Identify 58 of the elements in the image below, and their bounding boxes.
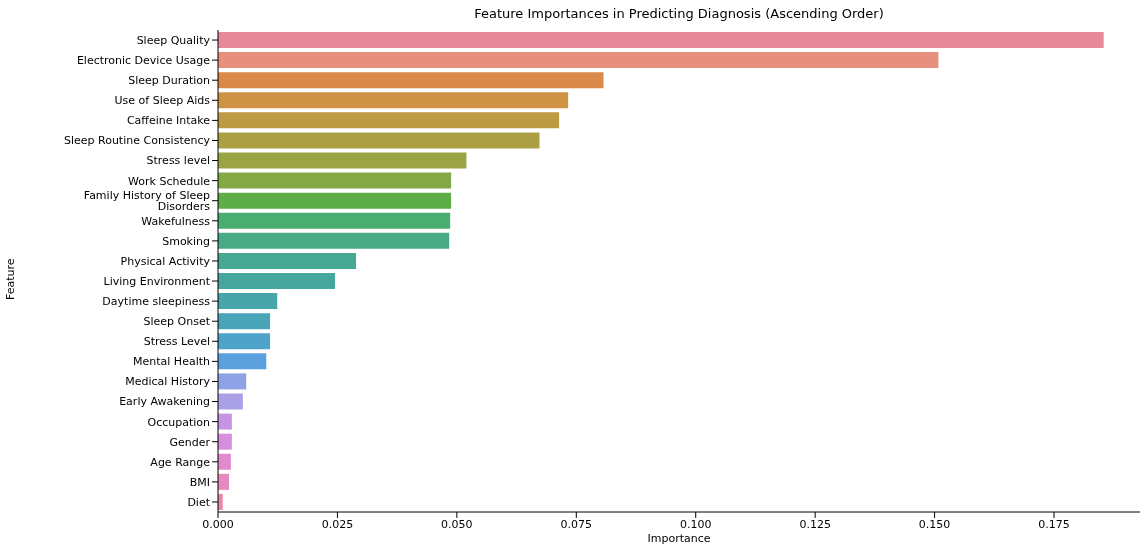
bar [218,52,939,69]
y-tick-label: Smoking [162,234,210,248]
y-tick-label: Living Environment [103,274,211,288]
y-tick-label: Sleep Onset [143,315,211,329]
bar [218,32,1104,48]
bar [218,192,452,209]
y-tick-label: BMI [189,475,210,489]
bar [218,112,560,129]
chart-title: Feature Importances in Predicting Diagnosis (Ascending Order) [473,6,885,21]
bar [218,273,336,289]
y-tick-label: Electronic Device Usage [76,54,211,68]
bar [218,413,232,430]
x-tick-label: 0.025 [321,517,354,531]
y-tick-label: Use of Sleep Aids [114,94,211,108]
bar [218,212,451,229]
y-tick-label: Occupation [147,415,211,429]
y-tick-label: Work Schedule [128,174,211,188]
bar [218,92,569,109]
x-tick-label: 0.125 [799,517,831,531]
y-tick-label: Family History of Sleep Disorders [83,189,211,214]
bar [218,353,267,370]
y-tick-label: Medical History [125,375,211,389]
x-tick-label: 0.175 [1038,517,1070,531]
bar [218,132,540,149]
y-tick-label: Stress Level [143,335,210,349]
bar [218,152,467,169]
y-tick-label: Mental Health [133,355,211,369]
x-axis-title: Importance [646,532,712,545]
y-tick-label: Wakefulness [141,214,211,228]
bar [218,313,271,330]
y-tick-label: Caffeine Intake [126,114,211,128]
bar [218,252,357,269]
x-tick-label: 0.050 [441,517,473,531]
y-tick-label: Sleep Quality [136,33,211,47]
y-tick-label: Sleep Duration [128,74,211,88]
x-tick-label: 0.075 [560,517,593,531]
y-tick-label: Sleep Routine Consistency [63,134,211,148]
bar [218,333,271,350]
y-tick-label: Gender [169,435,211,449]
bar [218,232,450,249]
y-tick-label: Stress level [146,154,210,168]
bar [218,433,232,450]
bar [218,393,243,410]
y-tick-label: Daytime sleepiness [102,295,211,309]
bar [218,453,231,470]
bar [218,473,229,490]
y-tick-label: Diet [187,495,211,509]
bar [218,293,278,310]
y-tick-label: Physical Activity [120,254,211,268]
x-tick-label: 0.100 [679,517,712,531]
x-tick-label: 0.150 [918,517,951,531]
y-tick-label: Age Range [150,455,211,469]
x-tick-label: 0.000 [202,517,234,531]
bar [218,172,452,189]
y-tick-label: Early Awakening [119,395,210,409]
bar [218,373,247,390]
bar [218,72,604,89]
y-axis-title: Feature [4,258,17,300]
